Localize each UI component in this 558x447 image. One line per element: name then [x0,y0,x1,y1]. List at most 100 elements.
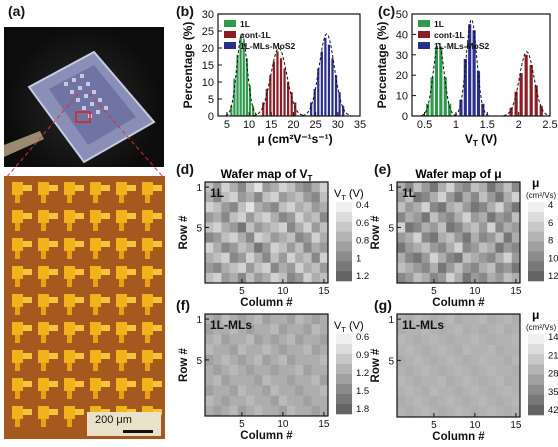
heatmap-cell [229,385,239,396]
y-tick-label: 30 [396,50,408,62]
x-axis-label: Column # [240,430,293,442]
zoom-line-left [5,93,79,179]
heatmap-cell [229,192,239,203]
bar-cont-1L [294,102,297,116]
bar-cont-1L [509,107,513,116]
heatmap-cell [246,222,255,233]
heatmap-cell [278,344,288,356]
bar-1L [245,58,248,116]
heatmap-cell [303,344,312,356]
heatmap-cell [319,222,329,233]
heatmap-cell [405,324,414,335]
bar-1L-MLs-MoS2 [334,75,338,116]
bar-cont-1L [283,68,286,116]
y-tick-label: 25 [202,26,214,38]
heatmap-cell [213,314,222,325]
y-tick-label: 0 [402,111,408,123]
heatmap-cell [446,365,455,377]
heatmap-cell [446,355,455,366]
heatmap-cell [221,395,230,407]
heatmap-cell [221,344,230,356]
heatmap-cell [311,405,321,417]
colorbar-segment [528,404,544,416]
colorbar-tick-label: 14 [548,332,558,343]
heatmap-cell [413,242,422,253]
heatmap-cell [405,192,414,203]
x-tick-label: 5 [431,420,437,431]
heatmap-cell [462,406,472,418]
panel-label-f: (f) [176,297,190,313]
heatmap-cell [438,192,447,203]
heatmap-cell [454,252,463,264]
heatmap-cell [487,182,496,193]
heatmap-cell [319,405,329,417]
heatmap-cell [454,242,463,253]
y-tick-label: 1 [196,183,202,194]
heatmap-cell [438,334,447,346]
heatmap-cell [421,212,431,223]
heatmap-cell [311,262,321,274]
heatmap-cell [503,334,513,346]
heatmap-cell [405,365,414,377]
heatmap-cell [462,182,472,193]
heatmap-cell [421,232,431,243]
heatmap-cell [479,262,488,274]
heatmap-cell [229,202,239,213]
heatmap-cell [495,212,504,223]
heatmap-cell [237,314,247,325]
bar-1L-MLs-MoS2 [313,88,316,116]
heatmap-cell [454,182,463,193]
legend-label-1L: 1L [240,19,250,29]
heatmap-cell [270,344,280,356]
heatmap-cell [213,344,222,356]
heatmap-cell [503,314,513,325]
heatmap-cell [237,334,247,345]
heatmap-cell [495,262,504,274]
heatmap-cell [421,314,431,325]
heatmap-cell [213,242,222,253]
heatmap-cell [205,232,214,243]
heatmap-cell [413,365,422,377]
heatmap-cell [405,344,414,356]
heatmap-cell [511,324,521,335]
heatmap-cell [470,202,480,213]
colorbar-tick-label: 1.5 [356,386,369,397]
heatmap-cell [295,324,304,335]
colorbar-segment [528,271,544,282]
heatmap-cell [319,182,329,193]
heatmap-cell [438,406,447,418]
heatmap-cell [303,192,312,203]
heatmap-cell [487,334,496,346]
heatmap-cell [229,232,239,243]
y-tick-label: 15 [202,60,214,72]
colorbar-label: μ [532,176,539,190]
heatmap-cell [421,202,431,213]
bar-cont-1L [514,91,518,116]
heatmap-cell [311,272,321,284]
y-tick-label: 40 [396,29,408,41]
y-axis-label: Percentage (%) [181,22,195,109]
heatmap-cell [446,232,455,243]
heatmap-cell [311,242,321,253]
heatmap-cell [262,375,271,386]
heatmap-cell [454,386,463,397]
y-tick-label: 1 [196,315,202,326]
heatmap-cell [246,192,255,203]
heatmap-cell [397,202,406,213]
y-tick-label: 20 [396,70,408,82]
fit-curve-cont-1L [503,51,550,117]
heatmap-cell [319,375,329,386]
heatmap-cell [213,385,222,396]
heatmap-cell [421,252,431,264]
x-tick-label: 5 [224,119,230,131]
heatmap-cell [397,242,406,253]
legend-swatch-cont-1L [418,31,430,38]
heatmap-cell [511,365,521,377]
heatmap-cell [438,262,447,274]
heatmap-cell [470,262,480,274]
heatmap-cell [262,365,271,376]
heatmap-cell [462,252,472,264]
heatmap-cell [237,212,247,223]
bar-1L [434,46,439,116]
